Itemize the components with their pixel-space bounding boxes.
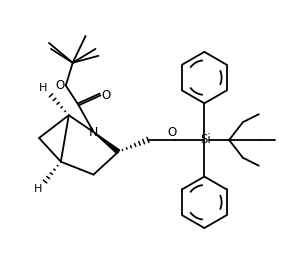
Text: H: H [34,184,42,194]
Text: Si: Si [200,133,211,146]
Text: O: O [102,89,111,102]
Text: O: O [55,79,64,92]
Text: O: O [167,126,176,139]
Text: N: N [89,126,98,139]
Polygon shape [93,132,120,154]
Text: H: H [39,83,47,93]
